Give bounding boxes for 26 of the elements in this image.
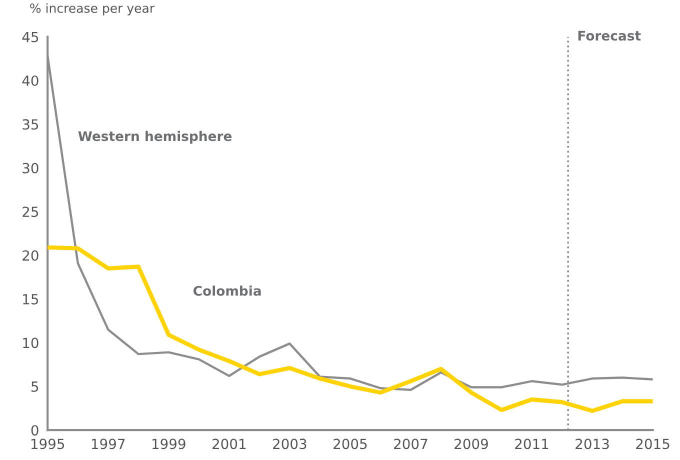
y-tick-label: 35 xyxy=(22,119,38,130)
x-tick-label: 2005 xyxy=(334,438,367,450)
line-series xyxy=(48,245,653,413)
x-tick-label: 2011 xyxy=(515,438,548,450)
x-tick-label: 1999 xyxy=(152,438,186,450)
text: Colombia xyxy=(194,286,261,296)
x-tick-label: 2003 xyxy=(273,438,306,450)
x-tick-label: 1995 xyxy=(31,438,64,450)
series-label: Western hemisphere xyxy=(78,130,232,144)
y-tick-label: 45 xyxy=(22,32,38,42)
x-tick-label: 2001 xyxy=(212,438,246,450)
x-tick-label: 2013 xyxy=(576,438,609,450)
y-tick-label: 25 xyxy=(22,206,38,218)
x-tick-label: 2007 xyxy=(394,438,428,450)
x-tick-label: 2015 xyxy=(636,438,670,450)
y-tick-label: 40 xyxy=(22,75,38,86)
y-tick-label: 5 xyxy=(32,382,38,392)
y-tick-label: 30 xyxy=(22,162,38,174)
x-tick-label: 1997 xyxy=(92,438,125,450)
y-tick-label: 15 xyxy=(23,294,38,304)
y-tick-label: 20 xyxy=(22,250,38,261)
y-axis-title: % increase per year xyxy=(30,3,155,16)
y-tick-label: 0 xyxy=(31,425,38,436)
x-tick-label: 2009 xyxy=(454,438,488,450)
ref-line-label: Forecast xyxy=(578,30,641,41)
y-tick-label: 10 xyxy=(23,338,38,348)
